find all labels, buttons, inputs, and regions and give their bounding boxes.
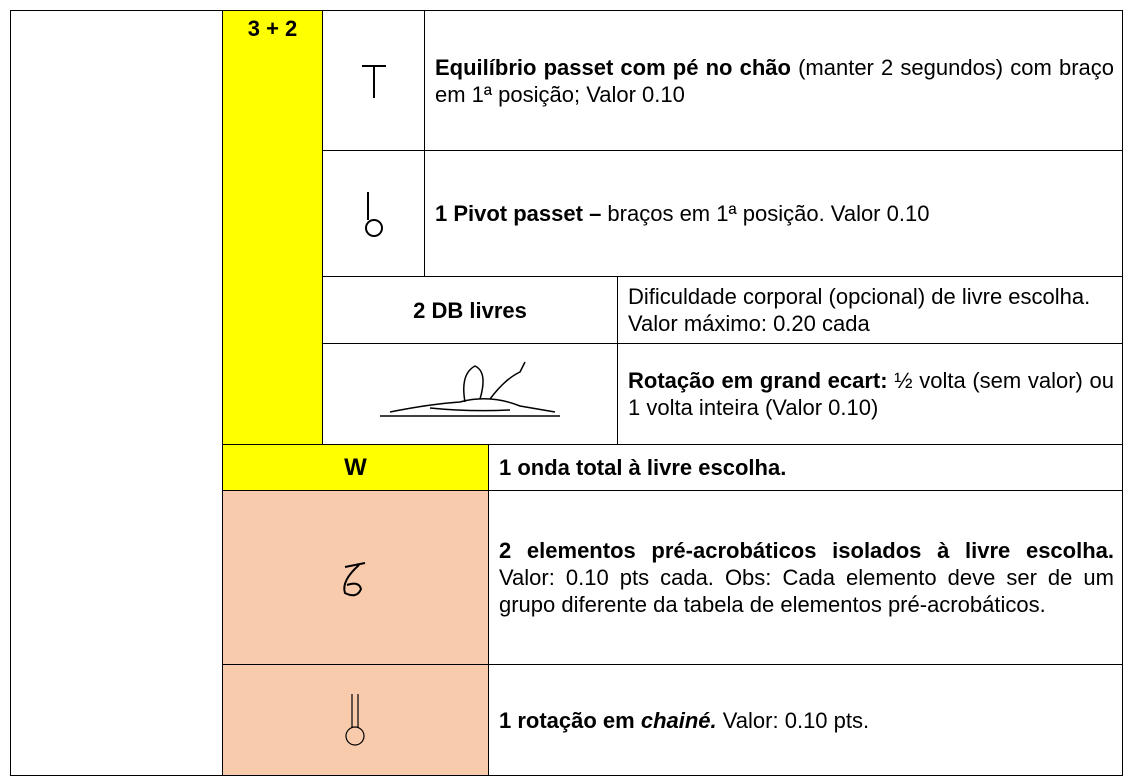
- pre-acrobatic-symbol: [342, 561, 365, 596]
- bold-text: 2 elementos pré-acrobáticos isolados à l…: [499, 538, 1114, 563]
- text: (manter 2 segundos) com braço em 1ª posi…: [435, 54, 1114, 107]
- label-cell: W: [222, 444, 489, 491]
- group-label-text: 3 + 2: [247, 16, 298, 41]
- image-cell: [322, 343, 618, 445]
- bold-text: Rotação em grand ecart:: [628, 368, 888, 393]
- text: Valor: 0.10 pts cada. Obs: Cada elemento…: [499, 565, 1114, 617]
- text-cell: 2 elementos pré-acrobáticos isolados à l…: [488, 490, 1123, 665]
- label: 2 DB livres: [413, 297, 527, 323]
- text: Valor: 0.10 pts.: [716, 707, 870, 733]
- group-label: 3 + 2: [222, 10, 323, 445]
- text-cell: Equilíbrio passet com pé no chão (manter…: [424, 10, 1123, 151]
- bold-text: 1 Pivot passet –: [435, 201, 602, 226]
- symbol-cell: [222, 664, 489, 776]
- text-cell: 1 Pivot passet – braços em 1ª posição. V…: [424, 150, 1123, 277]
- symbol-cell: [322, 150, 425, 277]
- symbol-cell: [222, 490, 489, 665]
- empty-cell: [10, 10, 223, 776]
- label-cell: 2 DB livres: [322, 276, 618, 344]
- text-cell: Dificuldade corporal (opcional) de livre…: [617, 276, 1123, 344]
- bold-text: 1 rotação em: [499, 707, 641, 733]
- text: braços em 1ª posição. Valor 0.10: [601, 201, 930, 226]
- bold-text: Equilíbrio passet com pé no chão: [435, 54, 791, 80]
- chaine-symbol: [344, 694, 365, 746]
- text-cell: 1 onda total à livre escolha.: [488, 444, 1123, 491]
- bold-italic-text: chainé.: [640, 707, 717, 733]
- grand-ecart-figure: [380, 361, 560, 417]
- symbol-cell: [322, 10, 425, 151]
- text: ½ volta (sem valor) ou 1 volta inteira (…: [628, 368, 1115, 420]
- text: Dificuldade corporal (opcional) de livre…: [628, 284, 1091, 336]
- label: W: [344, 454, 367, 481]
- bold-text: 1 onda total à livre escolha.: [499, 455, 787, 480]
- pivot-symbol: [364, 191, 383, 237]
- text-cell: Rotação em grand ecart: ½ volta (sem val…: [617, 343, 1123, 445]
- balance-symbol: [361, 64, 386, 98]
- text-cell: 1 rotação em chainé. Valor: 0.10 pts.: [488, 664, 1123, 776]
